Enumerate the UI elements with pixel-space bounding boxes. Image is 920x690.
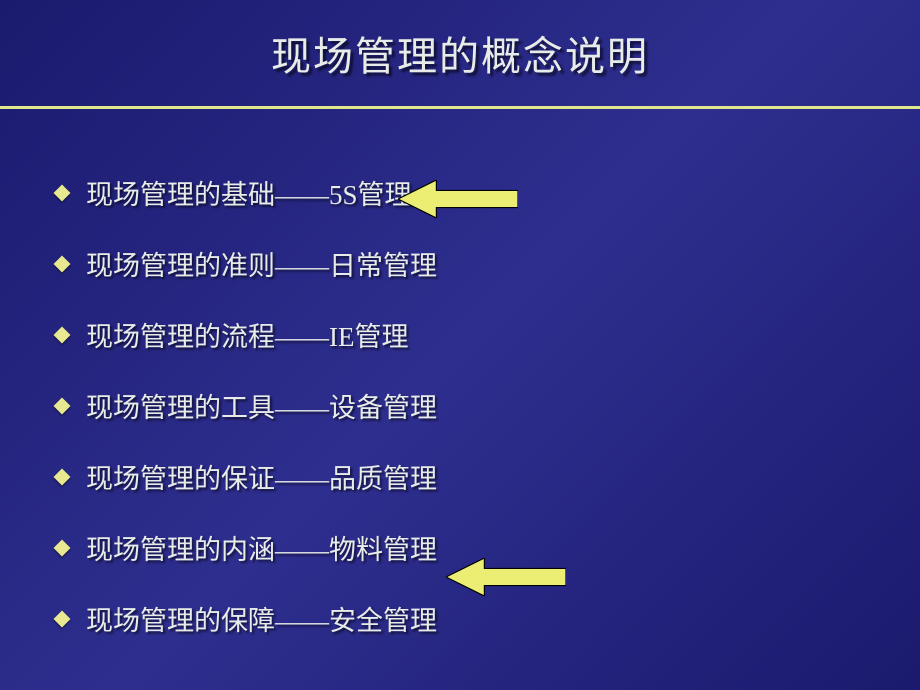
list-item: 现场管理的流程——IE管理: [56, 315, 920, 354]
list-item: 现场管理的基础——5S管理: [56, 173, 920, 212]
bullet-text: 现场管理的基础——5S管理: [86, 173, 412, 212]
bullet-text: 现场管理的保障——安全管理: [86, 599, 437, 638]
list-item: 现场管理的保障——安全管理: [56, 599, 920, 638]
slide-title: 现场管理的概念说明: [0, 24, 920, 82]
title-area: 现场管理的概念说明: [0, 0, 920, 100]
list-item: 现场管理的工具——设备管理: [56, 386, 920, 425]
bullet-text: 现场管理的内涵——物料管理: [86, 528, 437, 567]
diamond-bullet-icon: [54, 610, 71, 627]
diamond-bullet-icon: [54, 255, 71, 272]
diamond-bullet-icon: [54, 539, 71, 556]
diamond-bullet-icon: [54, 184, 71, 201]
bullet-text: 现场管理的工具——设备管理: [86, 386, 437, 425]
content-area: 现场管理的基础——5S管理 现场管理的准则——日常管理 现场管理的流程——IE管…: [0, 109, 920, 638]
diamond-bullet-icon: [54, 326, 71, 343]
list-item: 现场管理的保证——品质管理: [56, 457, 920, 496]
diamond-bullet-icon: [54, 468, 71, 485]
bullet-text: 现场管理的准则——日常管理: [86, 244, 437, 283]
bullet-text: 现场管理的流程——IE管理: [86, 315, 408, 354]
bullet-text: 现场管理的保证——品质管理: [86, 457, 437, 496]
list-item: 现场管理的内涵——物料管理: [56, 528, 920, 567]
diamond-bullet-icon: [54, 397, 71, 414]
list-item: 现场管理的准则——日常管理: [56, 244, 920, 283]
bullet-list: 现场管理的基础——5S管理 现场管理的准则——日常管理 现场管理的流程——IE管…: [56, 173, 920, 638]
